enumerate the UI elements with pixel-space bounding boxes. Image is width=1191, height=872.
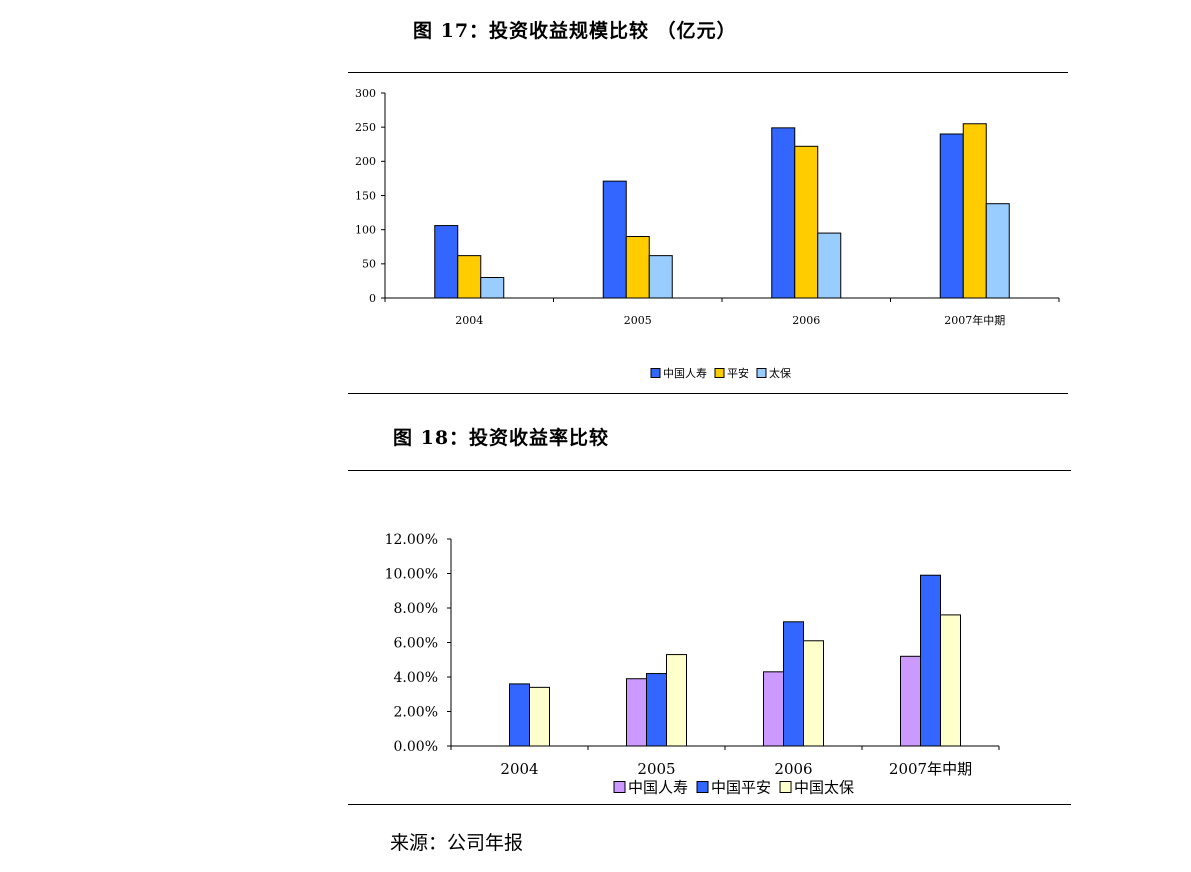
source-note: 来源：公司年报 [390, 832, 524, 854]
legend-label: 中国人寿 [628, 778, 688, 796]
y-tick-label: 4.00% [394, 670, 438, 686]
y-tick-label: 150 [355, 189, 376, 202]
legend-swatch [756, 368, 767, 378]
x-category-label: 2006 [792, 314, 820, 327]
x-category-label: 2007年中期 [889, 760, 972, 778]
bar-s1-2006 [794, 145, 819, 299]
legend-label: 平安 [727, 366, 749, 380]
y-tick-label: 8.00% [394, 601, 438, 617]
x-category-label: 2005 [637, 760, 675, 778]
legend-label: 中国人寿 [663, 366, 707, 380]
y-tick-label: 250 [355, 121, 376, 134]
y-tick-label: 12.00% [385, 532, 438, 548]
y-tick-label: 50 [362, 258, 376, 271]
legend-label: 中国太保 [794, 778, 854, 796]
bar-s2-2007 [985, 203, 1010, 299]
bar-s1-2004 [509, 683, 530, 747]
legend-swatch [696, 781, 709, 793]
legend-swatch [779, 781, 792, 793]
legend: 中国人寿 中国平安 中国太保 [613, 778, 854, 796]
top-rule-figure-17 [348, 72, 1068, 73]
y-tick-label: 200 [355, 155, 376, 168]
x-category-label: 2006 [774, 760, 812, 778]
x-category-label: 2004 [500, 760, 538, 778]
legend-swatch [650, 368, 661, 378]
x-category-label: 2005 [624, 314, 652, 327]
legend-label: 中国平安 [711, 778, 771, 796]
legend-swatch [714, 368, 725, 378]
top-rule-figure-18 [348, 470, 1071, 471]
y-tick-label: 100 [355, 224, 376, 237]
bar-s1-2005 [646, 673, 667, 747]
y-tick-label: 300 [355, 87, 376, 100]
x-category-label: 2007年中期 [944, 313, 1005, 327]
bar-s1-2006 [783, 621, 804, 747]
bar-s2-2006 [803, 640, 824, 747]
figure-18-title: 图 18：投资收益率比较 [393, 427, 610, 449]
bar-s0-2006 [763, 671, 784, 747]
y-tick-label: 2.00% [394, 704, 438, 720]
bar-s1-2004 [457, 255, 482, 299]
y-tick-label: 10.00% [385, 566, 438, 582]
legend-swatch [613, 781, 626, 793]
x-category-label: 2004 [455, 314, 483, 327]
y-tick-label: 0 [369, 292, 376, 305]
bar-s0-2007 [900, 655, 921, 747]
bottom-rule-figure-18 [348, 804, 1071, 805]
bar-s2-2007 [940, 614, 961, 747]
bar-s2-2005 [648, 255, 673, 299]
legend-label: 太保 [769, 366, 791, 380]
bar-s2-2004 [529, 686, 550, 747]
bar-s0-2005 [626, 678, 647, 747]
figure-17-title: 图 17：投资收益规模比较 （亿元） [413, 20, 737, 42]
y-tick-label: 6.00% [394, 635, 438, 651]
y-tick-label: 0.00% [394, 739, 438, 755]
legend: 中国人寿 平安 太保 [650, 366, 791, 380]
bar-s2-2004 [480, 277, 505, 299]
bar-s2-2006 [817, 232, 842, 299]
bottom-rule-figure-17 [348, 393, 1068, 394]
bar-s2-2005 [666, 654, 687, 747]
bar-s1-2007 [920, 574, 941, 747]
